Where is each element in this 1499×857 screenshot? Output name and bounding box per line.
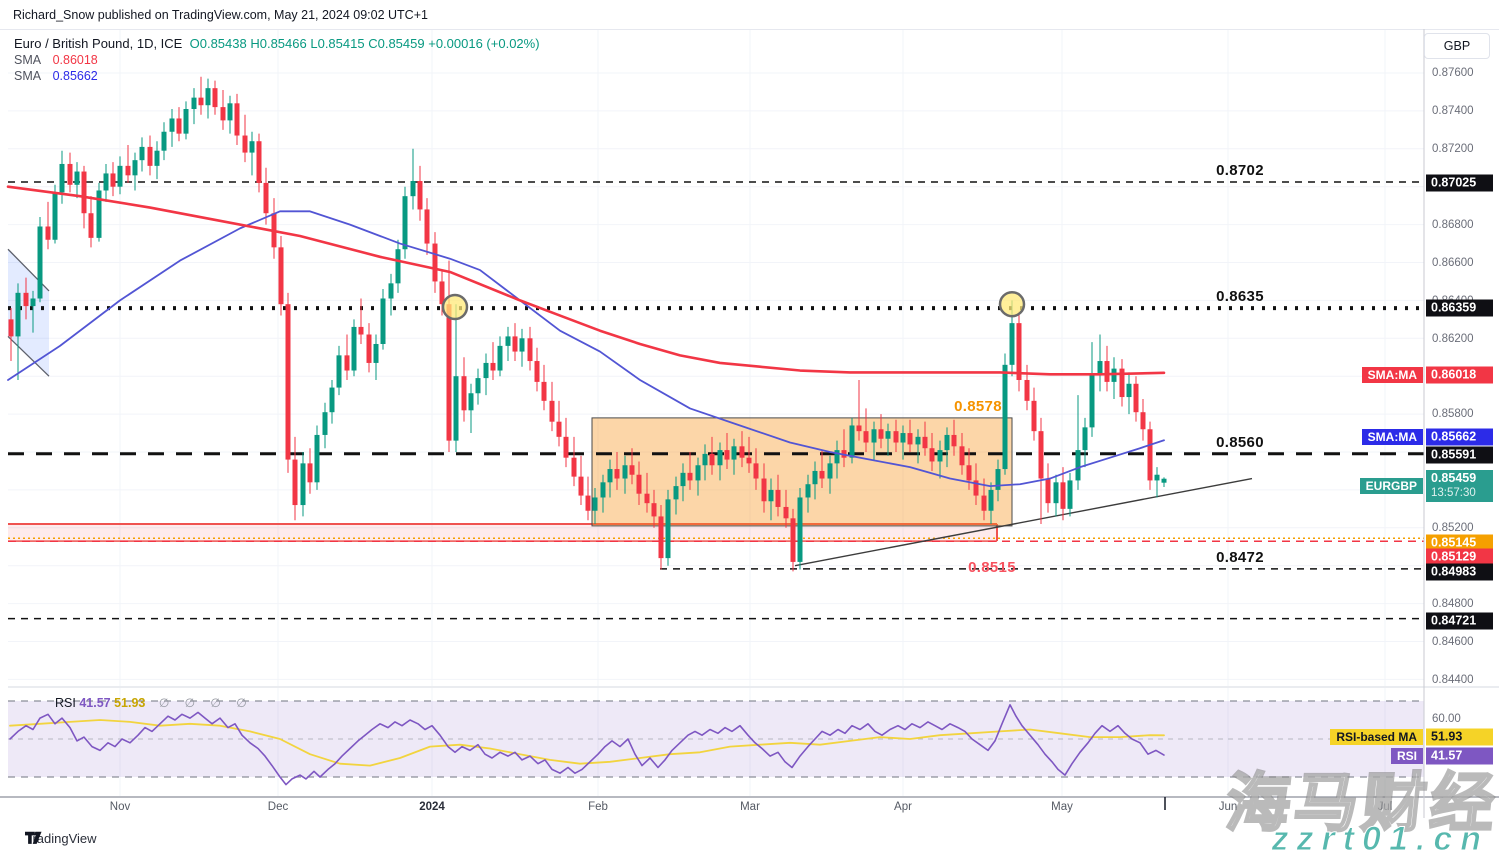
symbol-legend: Euro / British Pound, 1D, ICE O0.85438 H…	[14, 36, 540, 51]
ohlc-high: H0.85466	[250, 36, 307, 51]
tradingview-wordmark: TradingView	[25, 831, 97, 846]
tradingview-attribution[interactable]: TradingView	[25, 831, 97, 846]
ohlc-close: C0.85459	[368, 36, 425, 51]
rsi-label: RSI	[55, 696, 76, 710]
rsi-legend: RSI 41.57 51.93 ∅ ∅ ∅ ∅	[55, 696, 253, 710]
sma-legend-2: SMA 0.85662	[14, 69, 98, 83]
watermark-url: zzrt01.cn	[1271, 820, 1489, 857]
publish-header: Richard_Snow published on TradingView.co…	[13, 8, 428, 22]
sma2-value: 0.85662	[52, 69, 98, 83]
header-divider	[0, 29, 1499, 30]
rsi-ma-value: 51.93	[114, 696, 146, 710]
sma2-label: SMA	[14, 69, 42, 83]
rsi-value: 41.57	[79, 696, 111, 710]
tradingview-logo-icon	[25, 831, 42, 844]
symbol-title: Euro / British Pound, 1D, ICE	[14, 36, 183, 51]
currency-toggle-button[interactable]: GBP	[1424, 33, 1490, 59]
ohlc-open: O0.85438	[189, 36, 247, 51]
indicator-action-icons[interactable]: ∅ ∅ ∅ ∅	[158, 696, 253, 710]
sma1-label: SMA	[14, 53, 42, 67]
sma-legend-1: SMA 0.86018	[14, 53, 98, 67]
sma1-value: 0.86018	[52, 53, 98, 67]
ohlc-low: L0.85415	[310, 36, 365, 51]
change-value: +0.00016 (+0.02%)	[428, 36, 540, 51]
